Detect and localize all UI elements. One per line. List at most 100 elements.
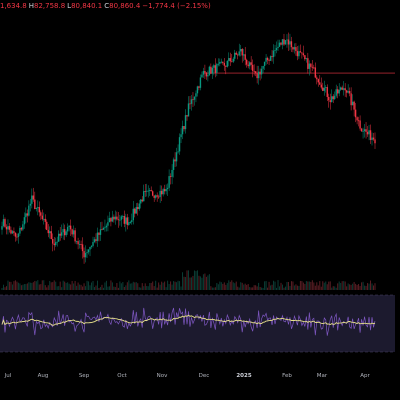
candle <box>159 190 161 198</box>
candle <box>326 87 328 97</box>
candle <box>34 199 36 210</box>
candle <box>181 126 184 135</box>
candle <box>331 96 333 103</box>
candle <box>25 213 27 218</box>
volume-bar <box>367 283 369 290</box>
volume-bar <box>229 281 231 290</box>
volume-bar <box>23 284 25 290</box>
candle <box>87 249 90 253</box>
volume-bar <box>77 282 79 290</box>
candle <box>104 227 106 229</box>
volume-bar <box>86 280 88 290</box>
candle <box>232 58 234 62</box>
candle <box>140 199 142 204</box>
candle <box>371 137 373 140</box>
candle <box>163 189 166 192</box>
volume-bar <box>235 281 237 290</box>
volume-bar <box>289 286 291 290</box>
volume-bar <box>58 286 60 290</box>
volume-bar <box>49 280 51 290</box>
candle <box>245 59 248 65</box>
volume-bar <box>249 287 251 290</box>
candle <box>186 115 188 117</box>
candle <box>183 126 185 130</box>
volume-bar <box>50 282 52 290</box>
candle <box>4 219 6 227</box>
volume-bar <box>185 276 187 290</box>
candle <box>172 159 175 170</box>
volume-bar <box>346 286 348 290</box>
volume-bar <box>350 284 352 290</box>
volume-bar <box>152 281 154 290</box>
volume-bar <box>246 284 248 290</box>
candle <box>62 229 64 233</box>
candle <box>59 233 61 236</box>
volume-bar <box>340 282 342 290</box>
candle <box>235 52 237 55</box>
volume-bar <box>13 281 15 290</box>
candle <box>222 61 224 63</box>
candle <box>74 230 76 242</box>
volume-bar <box>232 282 234 290</box>
volume-bar <box>356 284 358 290</box>
candle <box>202 71 205 75</box>
volume-bar <box>361 282 363 290</box>
candle <box>195 93 197 97</box>
candle <box>238 51 240 56</box>
volume-bar <box>8 281 10 290</box>
volume-bar <box>240 282 242 290</box>
candle <box>265 57 267 62</box>
candle <box>125 217 127 224</box>
candle <box>177 151 179 153</box>
volume-bar <box>270 285 272 290</box>
candle <box>329 100 331 103</box>
volume-bar <box>334 286 336 290</box>
candle <box>52 238 54 244</box>
volume-bar <box>258 282 260 290</box>
candle <box>190 99 193 104</box>
candle <box>144 191 146 192</box>
volume-bar <box>110 280 112 290</box>
candle <box>295 47 297 52</box>
volume-bar <box>95 285 97 290</box>
volume-bar <box>113 286 115 290</box>
volume-bar <box>250 287 252 290</box>
volume-bar <box>368 283 370 290</box>
candle <box>220 61 223 63</box>
candle <box>69 225 72 230</box>
volume-bar <box>316 282 318 290</box>
volume-bar <box>29 282 31 290</box>
open-value: 1,634.8 <box>0 2 27 10</box>
volume-bar <box>116 282 118 290</box>
volume-bar <box>343 281 345 290</box>
volume-bar <box>234 283 236 290</box>
candle <box>214 65 217 73</box>
candle <box>157 196 160 198</box>
volume-bar <box>205 276 207 290</box>
volume-bar <box>362 281 364 290</box>
candle <box>287 39 290 45</box>
volume-bar <box>365 285 367 290</box>
candle <box>198 86 200 88</box>
candle <box>11 231 14 234</box>
candle <box>46 221 48 230</box>
volume-bar <box>126 282 128 290</box>
candle <box>7 226 9 230</box>
volume-bar <box>16 281 18 290</box>
candle <box>189 103 191 105</box>
volume-bar <box>119 281 121 290</box>
candle <box>257 71 260 79</box>
volume-bar <box>44 285 46 290</box>
candle <box>8 226 11 230</box>
candle <box>342 88 345 90</box>
candle <box>204 71 206 73</box>
candle <box>57 233 60 242</box>
candle <box>320 84 322 88</box>
volume-bar <box>164 281 166 290</box>
volume-bar <box>228 280 230 290</box>
volume-bar <box>241 282 243 290</box>
candle <box>356 117 358 121</box>
candle <box>98 232 100 235</box>
